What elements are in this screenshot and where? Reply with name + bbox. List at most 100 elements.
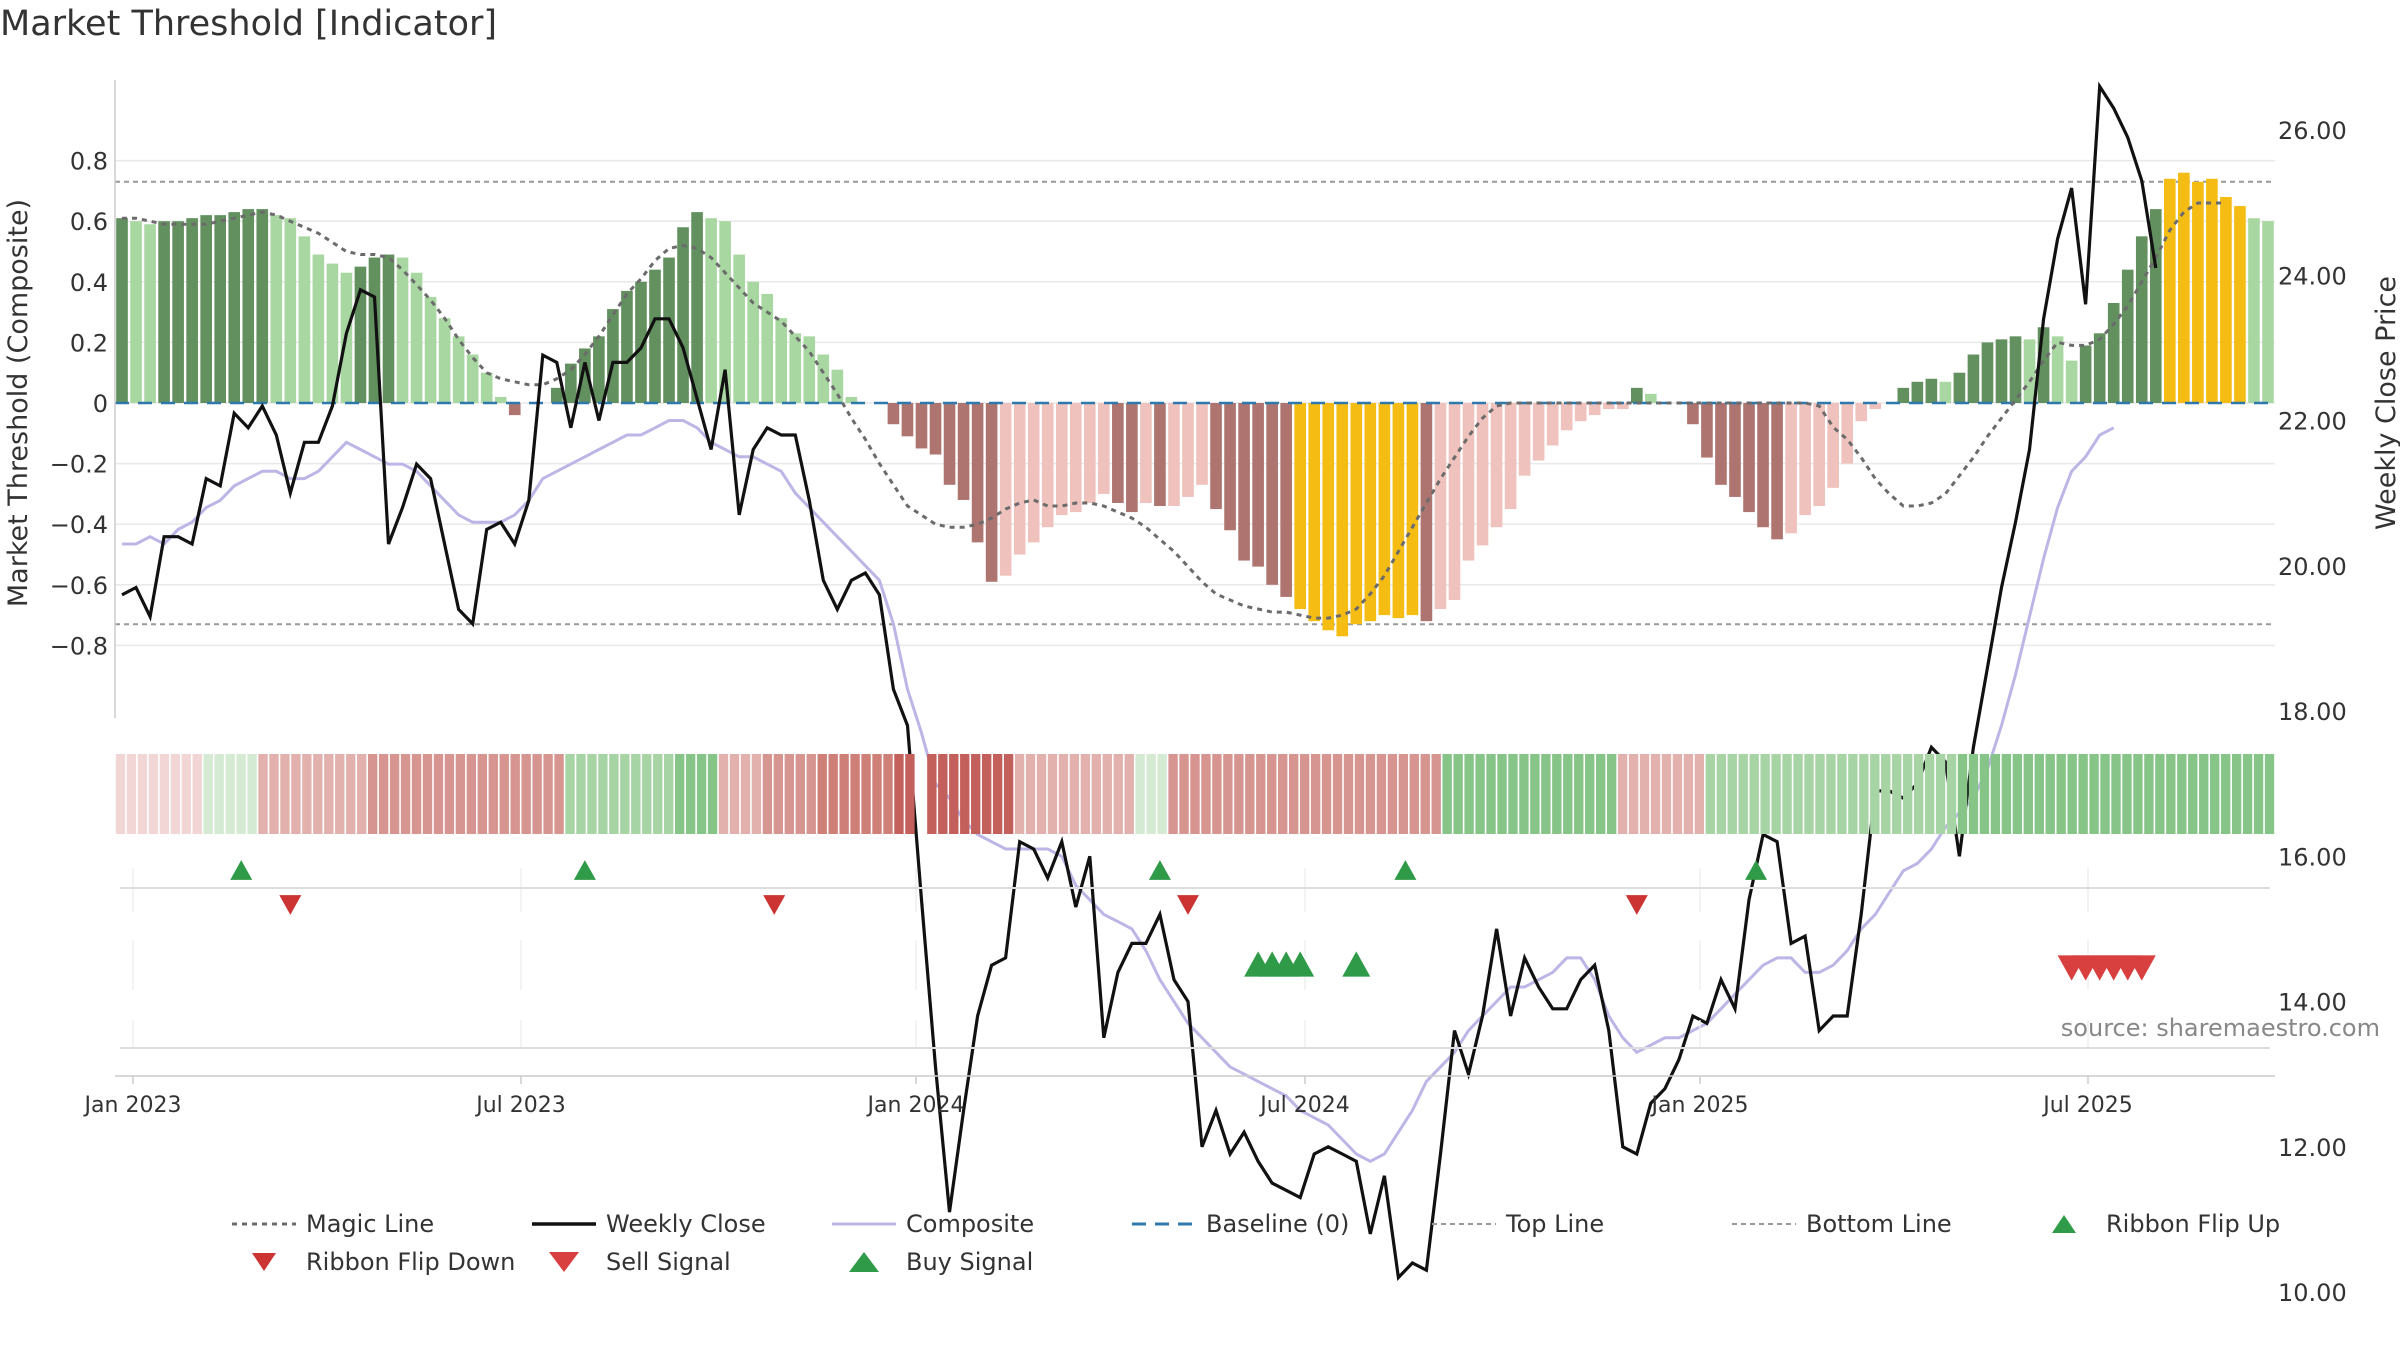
ribbon-cell <box>1080 754 1091 834</box>
composite-bar <box>1252 403 1264 567</box>
composite-bar <box>1098 403 1110 494</box>
composite-bar <box>1743 403 1755 513</box>
ribbon-cell <box>1848 754 1858 834</box>
ribbon-cell <box>137 754 148 834</box>
ribbon-cell <box>115 754 126 834</box>
ribbon-cell <box>2264 754 2275 834</box>
composite-bar <box>186 218 198 403</box>
composite-bar <box>1560 403 1573 431</box>
composite-bar <box>298 236 311 403</box>
composite-bar <box>368 257 381 403</box>
ribbon-cell <box>642 754 652 834</box>
x-tick-label: Jan 2023 <box>83 1093 182 1118</box>
composite-bar <box>733 254 745 403</box>
y-left-tick-label: −0.6 <box>50 572 108 600</box>
composite-bar <box>1715 403 1727 485</box>
ribbon-cell <box>2144 754 2154 834</box>
composite-bar <box>1631 387 1643 403</box>
ribbon-cell <box>2188 754 2198 834</box>
ribbon-cell <box>258 754 268 834</box>
composite-bar <box>1280 403 1292 597</box>
composite-bar <box>2206 178 2218 403</box>
composite-bar <box>270 215 283 403</box>
y-left-axis-label: Market Threshold (Composite) <box>3 199 34 607</box>
composite-line <box>122 419 2115 1163</box>
composite-bar <box>1504 403 1517 510</box>
composite-bar <box>1645 393 1657 403</box>
composite-bar <box>1518 403 1531 476</box>
ribbon-cell <box>1409 754 1419 834</box>
ribbon-cell <box>740 754 751 834</box>
ribbon-cell <box>1892 754 1902 834</box>
composite-bar <box>1112 403 1124 503</box>
legend-item-baseline: Baseline (0) <box>1130 1210 1430 1238</box>
composite-bar <box>396 257 409 403</box>
ribbon-cell <box>313 754 323 834</box>
composite-bar <box>1771 403 1783 540</box>
ribbon-cell <box>1091 754 1102 834</box>
composite-bar <box>551 387 563 403</box>
ribbon-cell <box>609 754 619 834</box>
ribbon-cell <box>1639 754 1650 834</box>
ribbon-cell <box>707 754 718 834</box>
ribbon-cell <box>762 754 773 834</box>
composite-bar <box>1939 381 1952 403</box>
composite-bar <box>354 266 367 403</box>
y-right-tick-label: 14.00 <box>2278 989 2347 1017</box>
composite-bar <box>565 363 577 403</box>
legend-label: Ribbon Flip Down <box>306 1248 516 1276</box>
composite-bar <box>2051 336 2064 403</box>
legend-label: Magic Line <box>306 1210 435 1238</box>
composite-bar <box>1925 378 1938 403</box>
ribbon-cell <box>1782 754 1792 834</box>
y-right-tick-label: 20.00 <box>2278 553 2347 581</box>
ribbon-cell <box>696 754 707 834</box>
ribbon-cell <box>1705 754 1716 834</box>
ribbon-cell <box>1453 754 1463 834</box>
ribbon-cell <box>488 754 498 834</box>
composite-bar <box>1827 403 1839 488</box>
ribbon-cell <box>1552 754 1562 834</box>
weekly-close-line <box>121 81 2158 1281</box>
ribbon-cell <box>981 754 992 834</box>
composite-bar <box>1588 403 1601 416</box>
legend: Magic Line Weekly Close Composite Baseline … <box>230 1205 2330 1281</box>
composite-bar <box>579 348 591 403</box>
legend-symbol <box>1132 1222 1196 1226</box>
y-right-axis-label: Weekly Close Price <box>2371 276 2400 530</box>
ribbon-cell <box>214 754 224 834</box>
ribbon-cell <box>839 754 849 834</box>
ribbon-cell <box>729 754 740 834</box>
ribbon-cell <box>1256 754 1266 834</box>
legend-symbol <box>532 1222 596 1226</box>
ribbon-cell <box>1771 754 1781 834</box>
ribbon-cell <box>751 754 762 834</box>
ribbon-cell <box>861 754 871 834</box>
composite-bar <box>2220 196 2232 403</box>
ribbon-cell <box>1968 754 1979 834</box>
composite-bar <box>2065 360 2078 403</box>
ribbon-cell <box>126 754 137 834</box>
ribbon-cell <box>1650 754 1661 834</box>
ribbon-cell <box>1749 754 1759 834</box>
ribbon-layer <box>115 754 2275 834</box>
ribbon-cell <box>1760 754 1770 834</box>
ribbon-cell <box>2242 754 2253 834</box>
ribbon-cell <box>2001 754 2012 834</box>
ribbon-cell <box>795 754 805 834</box>
buy-signal-marker <box>1286 951 1315 977</box>
axes-layer: 0.8 0.6 0.4 0.2 0 −0.2 −0.4 −0.6 −0.8 26.00 24.00 2… <box>3 80 2400 1307</box>
ribbon-flip-down-marker <box>1176 895 1199 915</box>
ribbon-cell <box>2078 754 2088 834</box>
x-axis: Jan 2023 Jul 2023 Jan 2024 Jul 2024 Jan 2025… <box>83 1075 2275 1118</box>
composite-bar <box>256 209 269 403</box>
ribbon-cell <box>1387 754 1398 834</box>
ribbon-cell <box>1343 754 1354 834</box>
ribbon-cell <box>2067 754 2077 834</box>
legend-row: Ribbon Flip Down Sell Signal Buy Signal <box>230 1243 2330 1281</box>
composite-bar <box>1294 403 1307 610</box>
ribbon-flip-down-marker <box>279 895 302 915</box>
ribbon-cell <box>1990 754 2001 834</box>
ribbon-cell <box>565 754 575 834</box>
y-left-tick-label: −0.4 <box>50 511 108 539</box>
